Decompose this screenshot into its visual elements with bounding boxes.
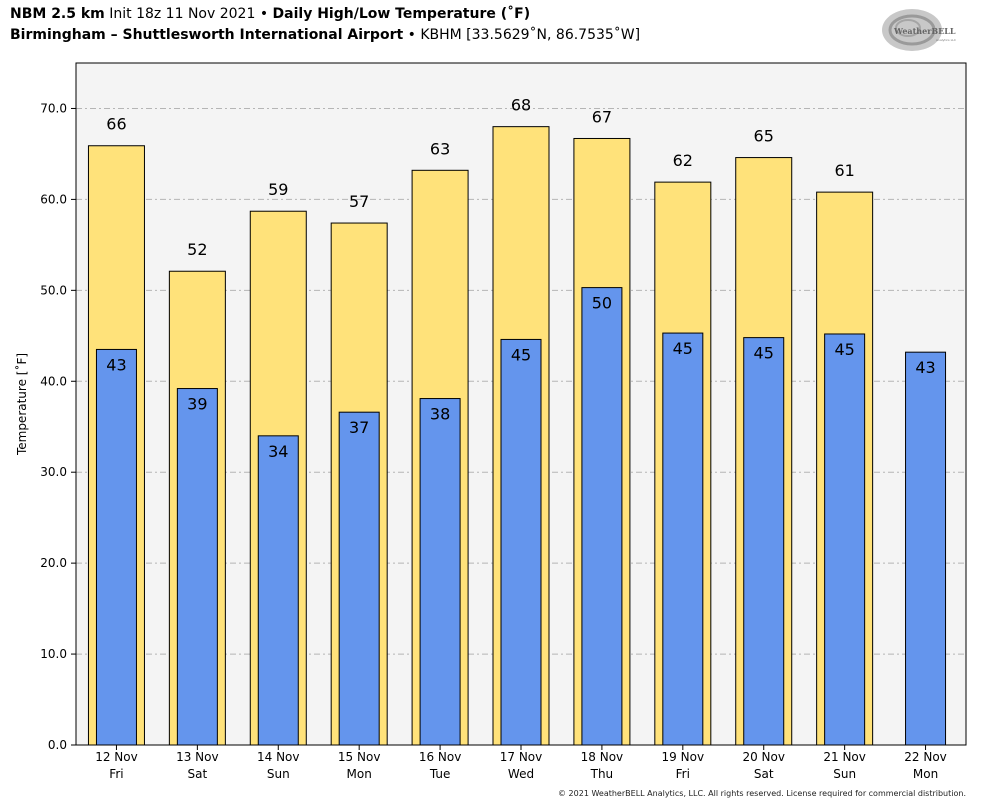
x-tick-label-date: 21 Nov [823,750,866,764]
low-temp-label: 37 [349,418,369,437]
low-temp-bar [662,332,704,746]
x-tick-label-date: 20 Nov [742,750,785,764]
station-info: KBHM [33.5629˚N, 86.7535˚W] [420,27,641,43]
x-tick-label-date: 17 Nov [500,750,543,764]
station-name: Birmingham – Shuttlesworth International… [10,27,404,43]
svg-text:Analytics LLC: Analytics LLC [936,38,956,42]
x-tick-label-date: 12 Nov [95,750,138,764]
low-temp-label: 45 [834,340,854,359]
high-temp-label: 63 [430,139,450,158]
x-tick-label-day: Mon [913,767,938,781]
x-tick-label-date: 16 Nov [419,750,462,764]
low-temp-label: 45 [754,344,774,363]
x-tick-label-day: Fri [109,767,123,781]
x-tick-label-day: Sat [188,767,208,781]
low-temp-label: 34 [268,442,288,461]
copyright-notice: © 2021 WeatherBELL Analytics, LLC. All r… [558,789,966,798]
low-temp-label: 50 [592,294,612,313]
high-temp-label: 62 [673,151,693,170]
y-tick-label: 60.0 [40,192,67,206]
x-tick-label-date: 13 Nov [176,750,219,764]
low-temp-bar [500,338,542,746]
low-temp-bar [419,398,461,746]
high-temp-label: 67 [592,107,612,126]
x-tick-label-day: Sun [833,767,856,781]
low-temp-label: 45 [511,345,531,364]
low-temp-label: 43 [106,355,126,374]
x-tick-label-day: Tue [429,767,451,781]
bullet: • [407,27,416,43]
chart-title: NBM 2.5 km Init 18z 11 Nov 2021 • Daily … [10,6,530,22]
x-tick-label-day: Mon [347,767,372,781]
high-temp-label: 66 [106,115,126,134]
weatherbell-logo: WeatherBELL Analytics LLC [882,9,956,51]
product-name: Daily High/Low Temperature (˚F) [272,6,531,22]
svg-text:WeatherBELL: WeatherBELL [893,26,956,36]
y-tick-label: 10.0 [40,647,67,661]
init-time: Init 18z 11 Nov 2021 [109,6,256,22]
x-tick-label-date: 15 Nov [338,750,381,764]
high-temp-label: 57 [349,192,369,211]
model-name: NBM 2.5 km [10,6,105,22]
x-tick-label-day: Fri [676,767,690,781]
y-tick-label: 50.0 [40,283,67,297]
high-temp-label: 59 [268,180,288,199]
high-temp-label: 61 [834,161,854,180]
y-axis-label: Temperature [˚F] [14,353,29,456]
high-temp-label: 65 [754,127,774,146]
high-temp-label: 52 [187,240,207,259]
y-tick-label: 40.0 [40,374,67,388]
low-temp-bar [824,333,866,746]
x-tick-label-day: Sun [267,767,290,781]
bullet: • [259,6,269,22]
low-temp-bar [176,388,218,746]
low-temp-bar [95,348,137,746]
low-temp-label: 45 [673,339,693,358]
y-tick-label: 20.0 [40,556,67,570]
x-tick-label-day: Wed [508,767,534,781]
high-temp-label: 68 [511,96,531,115]
y-tick-label: 0.0 [48,738,67,752]
y-tick-label: 30.0 [40,465,67,479]
y-tick-label: 70.0 [40,101,67,115]
low-temp-bar [905,351,947,746]
low-temp-label: 43 [915,358,935,377]
chart-subtitle: Birmingham – Shuttlesworth International… [10,27,640,43]
x-tick-label-date: 14 Nov [257,750,300,764]
x-tick-label-day: Thu [590,767,614,781]
low-temp-bar [257,435,299,746]
low-temp-bar [581,287,623,746]
x-tick-label-date: 18 Nov [581,750,624,764]
low-temp-bar [743,337,785,746]
x-tick-label-date: 22 Nov [904,750,947,764]
low-temp-label: 38 [430,405,450,424]
low-temp-bar [338,411,380,746]
x-tick-label-day: Sat [754,767,774,781]
plot-frame [75,62,967,746]
x-tick-label-date: 19 Nov [662,750,705,764]
low-temp-label: 39 [187,395,207,414]
